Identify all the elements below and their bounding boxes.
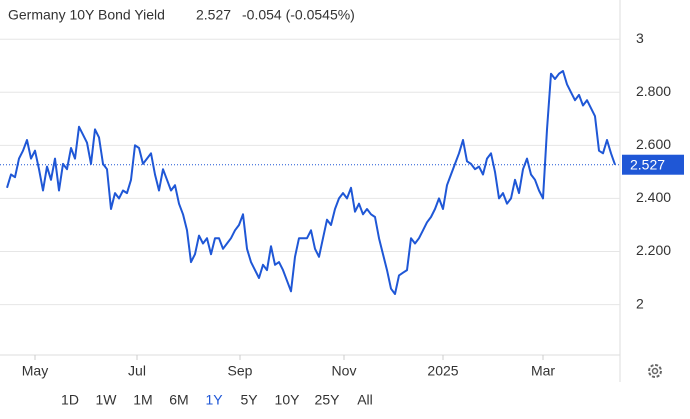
- y-tick-label: 2: [636, 295, 644, 311]
- x-tick-label: Mar: [531, 363, 555, 379]
- y-tick-label: 2.600: [636, 136, 671, 152]
- y-tick-label: 2.800: [636, 83, 671, 99]
- range-button[interactable]: 1M: [133, 392, 152, 408]
- x-tick-label: Jul: [128, 363, 146, 379]
- last-value-label: 2.527: [630, 156, 665, 172]
- y-tick-label: 3: [636, 30, 644, 46]
- price-line: [6, 70, 616, 295]
- last-price: 2.527: [196, 7, 231, 23]
- range-button[interactable]: All: [357, 392, 373, 408]
- x-tick-label: Nov: [332, 363, 357, 379]
- x-tick-label: May: [22, 363, 48, 379]
- y-tick-label: 2.400: [636, 189, 671, 205]
- range-button[interactable]: 10Y: [275, 392, 301, 408]
- settings-icon[interactable]: [648, 364, 662, 378]
- last-value-box: [622, 154, 684, 175]
- range-button[interactable]: 6M: [169, 392, 188, 408]
- range-button[interactable]: 1Y: [205, 392, 223, 408]
- chart-title: Germany 10Y Bond Yield: [8, 7, 165, 23]
- y-tick-label: 2.200: [636, 242, 671, 258]
- range-button[interactable]: 1W: [96, 392, 118, 408]
- price-change: -0.054 (-0.0545%): [242, 7, 355, 23]
- x-tick-label: 2025: [427, 363, 458, 379]
- range-button[interactable]: 25Y: [315, 392, 341, 408]
- x-tick-label: Sep: [228, 363, 253, 379]
- range-button[interactable]: 1D: [61, 392, 79, 408]
- range-button[interactable]: 5Y: [240, 392, 258, 408]
